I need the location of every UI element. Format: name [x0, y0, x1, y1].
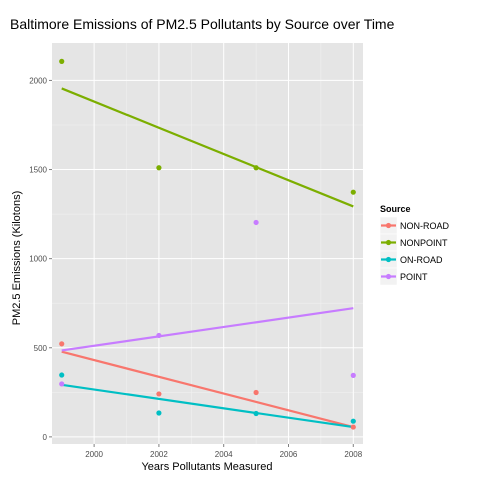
legend-point-on-road — [385, 256, 392, 263]
point-nonpoint — [59, 58, 65, 64]
point-non-road — [156, 391, 162, 397]
x-tick-label: 2000 — [85, 450, 103, 459]
legend-title: Source — [380, 204, 411, 214]
legend-label-nonpoint: NONPOINT — [400, 238, 448, 248]
chart-title: Baltimore Emissions of PM2.5 Pollutants … — [10, 16, 395, 32]
plot-panel — [52, 43, 363, 444]
y-tick-label: 500 — [34, 344, 48, 353]
point-point — [350, 372, 356, 378]
legend-label-on-road: ON-ROAD — [400, 255, 443, 265]
point-non-road — [59, 341, 65, 347]
legend-label-non-road: NON-ROAD — [400, 221, 449, 231]
data-points — [59, 58, 356, 430]
y-tick-label: 2000 — [29, 76, 47, 85]
y-axis-ticks: 0 500 1000 1500 2000 — [29, 76, 52, 442]
legend-point-nonpoint — [385, 239, 392, 246]
point-on-road — [350, 418, 356, 424]
point-on-road — [156, 410, 162, 416]
x-tick-label: 2008 — [344, 450, 362, 459]
x-tick-label: 2006 — [280, 450, 298, 459]
trend-line-non-road — [61, 350, 354, 429]
point-point — [253, 219, 259, 226]
point-nonpoint — [156, 165, 162, 171]
legend-label-point: POINT — [400, 272, 428, 282]
trend-line-point — [61, 307, 354, 352]
point-nonpoint — [350, 189, 356, 195]
point-point — [156, 332, 162, 339]
y-axis-title: PM2.5 Emissions (Kilotons) — [11, 191, 23, 326]
legend-point-point — [385, 273, 392, 280]
trend-lines — [61, 87, 354, 429]
point-non-road — [253, 389, 259, 396]
trend-line-on-road — [61, 383, 354, 429]
x-axis-title: Years Pollutants Measured — [141, 461, 272, 473]
trend-line-nonpoint — [61, 87, 354, 208]
x-tick-label: 2002 — [150, 450, 168, 459]
minor-gridlines — [52, 43, 363, 444]
point-point — [59, 381, 65, 387]
x-axis-ticks: 2000 2002 2004 2006 2008 — [85, 444, 363, 459]
point-on-road — [253, 410, 259, 417]
x-tick-label: 2004 — [215, 450, 233, 459]
y-tick-label: 1000 — [29, 255, 47, 264]
legend: Source NON-ROAD NONPOINT ON-ROAD POINT — [379, 204, 449, 286]
y-tick-label: 1500 — [29, 166, 47, 175]
legend-point-non-road — [385, 222, 392, 229]
point-nonpoint — [253, 165, 259, 171]
y-tick-label: 0 — [43, 433, 48, 442]
point-on-road — [59, 372, 65, 378]
point-non-road — [350, 424, 356, 430]
